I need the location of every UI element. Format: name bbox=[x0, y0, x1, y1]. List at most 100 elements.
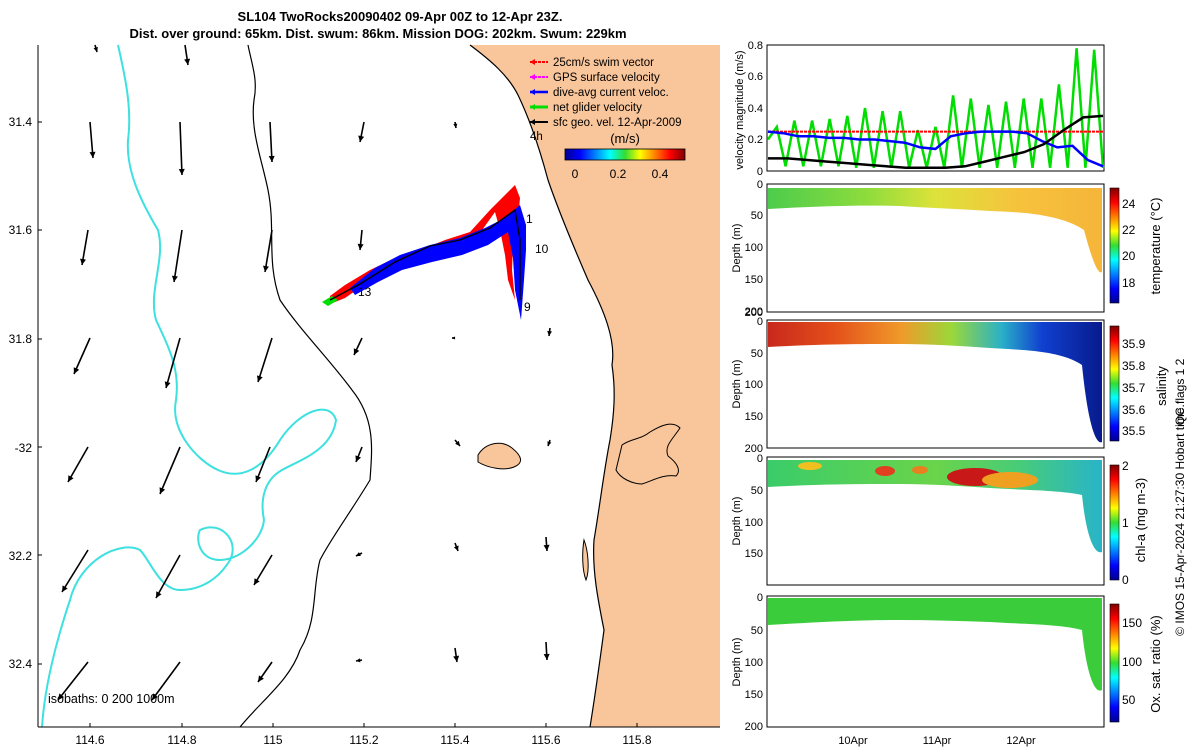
isobath-1000m bbox=[41, 44, 338, 728]
temperature-cb-tick: 24 bbox=[1122, 197, 1136, 211]
salinity-cb-label: salinity bbox=[1154, 366, 1169, 406]
time-label: 4h bbox=[530, 131, 543, 143]
geostrophic-arrow-head bbox=[156, 591, 162, 598]
velocity-y-tick: 0 bbox=[757, 166, 763, 178]
velocity-ylabel: velocity magnitude (m/s) bbox=[734, 50, 746, 169]
geostrophic-arrow-head bbox=[547, 330, 552, 336]
geostrophic-arrow-head bbox=[254, 578, 260, 585]
legend-label: dive-avg current veloc. bbox=[553, 87, 669, 99]
geostrophic-arrow-head bbox=[184, 58, 191, 65]
oxygen-cb-tick: 50 bbox=[1122, 693, 1136, 707]
track-label-9: 9 bbox=[524, 300, 531, 314]
geostrophic-arrow bbox=[257, 337, 273, 383]
credit-label: © IMOS 15-Apr-2024 21:27:30 Hobart time. bbox=[1173, 404, 1187, 636]
geostrophic-arrow-head bbox=[68, 475, 74, 482]
chart-title-line1: SL104 TwoRocks20090402 09-Apr 00Z to 12-… bbox=[238, 9, 563, 24]
geostrophic-arrow bbox=[155, 554, 181, 599]
map-y-tick: 31.6 bbox=[9, 223, 33, 237]
geostrophic-arrow bbox=[179, 121, 183, 176]
swim-vector-icon bbox=[530, 59, 548, 65]
geostrophic-arrow-head bbox=[453, 655, 460, 662]
temperature-cb-tick: 20 bbox=[1122, 249, 1136, 263]
isobaths-label: isobaths: 0 200 1000m bbox=[48, 692, 174, 706]
island-rottnest bbox=[477, 442, 521, 470]
depth-tick: 0 bbox=[757, 592, 763, 604]
velocity-series-line bbox=[768, 114, 1104, 170]
time-x-tick: 12Apr bbox=[1006, 735, 1036, 747]
colorbar-tick: 0 bbox=[572, 167, 579, 181]
isobath-200m bbox=[239, 44, 373, 728]
current-velocity-icon bbox=[530, 89, 548, 95]
map-land bbox=[470, 45, 720, 727]
geostrophic-arrow-head bbox=[93, 47, 98, 52]
oxygen-colorbar bbox=[1109, 603, 1120, 723]
map-y-tick: -32 bbox=[15, 441, 33, 455]
geostrophic-arrow-head bbox=[357, 243, 364, 250]
map-panel: 1 10 9 13 31.4 31.6 31.8 -32 32.2 32.4 1… bbox=[9, 44, 720, 747]
geostrophic-arrow-head bbox=[159, 487, 166, 494]
geostrophic-arrow-head bbox=[256, 375, 263, 382]
temperature-panel: 0 50 100 150 200 Depth (m) 18 20 22 24 t… bbox=[731, 179, 1163, 318]
depth-tick: 100 bbox=[745, 242, 763, 254]
colorbar-tick: 0.2 bbox=[610, 167, 627, 181]
velocity-y-tick: 0.4 bbox=[748, 103, 763, 115]
track-label-10: 10 bbox=[535, 242, 549, 256]
chla-cb-tick: 0 bbox=[1122, 573, 1129, 587]
velocity-y-tick: 0.6 bbox=[748, 71, 763, 83]
depth-tick: 100 bbox=[745, 517, 763, 529]
depth-tick: 150 bbox=[745, 689, 763, 701]
map-y-tick: 31.8 bbox=[9, 332, 33, 346]
map-legend: 25cm/s swim vector GPS surface velocity … bbox=[530, 57, 682, 143]
geostrophic-arrow-head bbox=[62, 585, 68, 592]
geostrophic-arrow bbox=[89, 121, 94, 159]
legend-label: net glider velocity bbox=[553, 102, 642, 114]
temperature-cb-tick: 22 bbox=[1122, 223, 1136, 237]
geostrophic-arrow bbox=[159, 446, 181, 495]
geostrophic-arrow-head bbox=[73, 367, 80, 374]
geostrophic-arrow-head bbox=[453, 545, 459, 551]
salinity-field bbox=[768, 322, 1102, 443]
chla-hotspots bbox=[798, 462, 1038, 488]
geostrophic-arrow-head bbox=[258, 675, 264, 682]
salinity-cb-tick: 35.6 bbox=[1122, 403, 1146, 417]
depth-tick: 50 bbox=[751, 485, 763, 497]
chla-colorbar bbox=[1109, 464, 1120, 581]
salinity-cb-tick: 35.5 bbox=[1122, 424, 1146, 438]
geostrophic-arrow-head bbox=[171, 275, 178, 282]
geostrophic-arrow-head bbox=[152, 693, 158, 700]
geostrophic-arrow-head bbox=[178, 168, 185, 175]
depth-tick: 200 bbox=[745, 306, 763, 318]
depth-tick: 0 bbox=[757, 453, 763, 465]
geostrophic-arrow-head bbox=[543, 544, 550, 551]
velocity-y-tick: 0.8 bbox=[748, 40, 763, 52]
map-x-tick: 114.6 bbox=[75, 733, 104, 747]
depth-tick: 50 bbox=[751, 210, 763, 222]
track-label-13: 13 bbox=[358, 285, 372, 299]
velocity-y-tick: 0.2 bbox=[748, 134, 763, 146]
depth-tick: 150 bbox=[745, 274, 763, 286]
depth-tick: 100 bbox=[745, 657, 763, 669]
chart-title-line2: Dist. over ground: 65km. Dist. swum: 86k… bbox=[129, 26, 626, 41]
salinity-cb-tick: 35.7 bbox=[1122, 381, 1146, 395]
map-x-tick: 115 bbox=[263, 733, 282, 747]
speed-colorbar: (m/s) 0 0.2 0.4 bbox=[564, 131, 686, 181]
depth-tick: 150 bbox=[745, 411, 763, 423]
track-label-1: 1 bbox=[526, 212, 533, 226]
oxygen-field bbox=[768, 598, 1102, 691]
geostrophic-arrow-head bbox=[268, 155, 275, 162]
geostrophic-arrow bbox=[269, 121, 273, 163]
geostrophic-arrow-head bbox=[355, 455, 362, 462]
geostrophic-arrow bbox=[73, 337, 91, 375]
geostrophic-arrow-head bbox=[89, 151, 96, 158]
geostrophic-arrow-head bbox=[80, 258, 86, 265]
map-y-ticks: 31.4 31.6 31.8 -32 32.2 32.4 bbox=[9, 115, 33, 671]
oxygen-cb-label: Ox. sat. ratio (%) bbox=[1148, 615, 1163, 713]
geostrophic-arrow bbox=[264, 229, 273, 273]
qc-flags-label: QC flags 1 2 bbox=[1173, 358, 1187, 425]
colorbar-tick: 0.4 bbox=[652, 167, 669, 181]
island-garden bbox=[582, 538, 589, 582]
geostrophic-arrow-field bbox=[57, 44, 552, 701]
geostrophic-arrow-head bbox=[455, 440, 460, 446]
map-x-tick: 115.6 bbox=[531, 733, 560, 747]
glider-velocity-icon bbox=[530, 104, 548, 110]
